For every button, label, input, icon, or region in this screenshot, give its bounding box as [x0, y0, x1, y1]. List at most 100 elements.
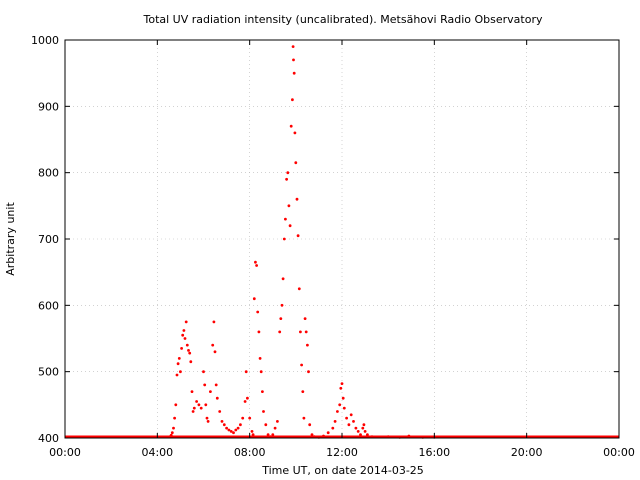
data-point [370, 435, 374, 439]
data-point [191, 410, 195, 413]
data-point [173, 416, 177, 420]
data-point [300, 363, 303, 367]
data-point [407, 434, 411, 438]
data-point [258, 357, 262, 360]
data-point [229, 430, 233, 433]
data-point [333, 420, 337, 423]
data-point [205, 416, 209, 420]
data-point [259, 370, 263, 374]
data-point [354, 426, 358, 430]
data-point [299, 330, 302, 334]
x-axis: 00:00 04:00 08:00 12:00 16:00 20:00 00:00 [49, 40, 635, 459]
data-point [251, 433, 255, 437]
data-point [304, 330, 308, 334]
data-point [174, 403, 178, 407]
x-tick-label: 00:00 [49, 446, 81, 459]
data-point [338, 403, 342, 407]
data-point [211, 343, 215, 347]
data-point [187, 349, 190, 352]
data-point [349, 413, 353, 417]
data-point [293, 131, 297, 135]
data-point [169, 433, 173, 437]
data-point [287, 204, 291, 208]
data-point [175, 373, 179, 377]
data-point [356, 430, 360, 433]
data-point [322, 434, 325, 438]
y-tick-label: 700 [38, 233, 59, 246]
data-point [303, 317, 307, 320]
data-point [236, 426, 240, 430]
data-point [266, 433, 270, 437]
x-tick-label: 16:00 [418, 446, 450, 459]
data-point [199, 406, 203, 410]
data-point [225, 426, 229, 430]
data-point [197, 403, 201, 407]
data-point [331, 426, 335, 430]
data-point [306, 343, 309, 347]
data-point [301, 390, 305, 393]
data-point [269, 435, 272, 439]
data-point [310, 433, 314, 437]
data-point [195, 400, 199, 403]
data-point [243, 400, 247, 403]
x-tick-label: 20:00 [511, 446, 543, 459]
y-axis-label: Arbitrary unit [4, 202, 17, 276]
data-point [184, 320, 188, 324]
data-point [296, 234, 300, 238]
data-point [291, 98, 294, 102]
data-point [345, 416, 348, 420]
x-tick-label: 04:00 [141, 446, 173, 459]
data-point [280, 303, 284, 307]
data-point [204, 403, 208, 407]
data-point [176, 362, 180, 366]
data-point [291, 45, 295, 48]
data-point [308, 423, 312, 427]
data-point [386, 435, 390, 439]
data-point [279, 317, 283, 320]
data-point [220, 420, 224, 423]
data-point [352, 420, 355, 423]
data-point [218, 410, 222, 413]
data-point [241, 416, 245, 420]
x-axis-label: Time UT, on date 2014-03-25 [261, 464, 424, 477]
data-point [326, 431, 330, 435]
y-tick-label: 400 [38, 432, 59, 445]
data-point [215, 396, 219, 400]
x-tick-label: 12:00 [326, 446, 358, 459]
data-point [271, 433, 275, 437]
data-point [172, 426, 175, 430]
data-point [250, 430, 254, 433]
data-point [246, 396, 249, 400]
data-point [202, 370, 205, 374]
data-point [286, 171, 290, 175]
data-point [192, 406, 196, 410]
data-point [264, 423, 268, 427]
data-point [307, 370, 310, 374]
data-point [244, 370, 248, 374]
data-point [256, 310, 260, 314]
data-point [177, 357, 181, 360]
data-point [209, 390, 212, 393]
data-point [273, 426, 277, 430]
data-point [294, 161, 298, 165]
data-point [190, 390, 194, 393]
data-point [284, 217, 287, 221]
data-point [361, 426, 365, 430]
data-point [289, 124, 293, 128]
data-point [181, 333, 185, 337]
data-point [282, 237, 286, 241]
data-point [252, 297, 256, 301]
data-point [285, 177, 288, 181]
data-point [180, 347, 184, 350]
grid-lines [65, 40, 619, 438]
data-point [212, 320, 216, 324]
data-point [341, 396, 345, 400]
y-tick-label: 1000 [31, 34, 59, 47]
x-tick-label: 08:00 [234, 446, 266, 459]
y-axis: 400 500 600 700 800 900 1000 [31, 34, 619, 445]
data-point [248, 416, 252, 420]
data-point [203, 383, 207, 387]
data-point [276, 420, 279, 423]
data-point [222, 423, 226, 427]
